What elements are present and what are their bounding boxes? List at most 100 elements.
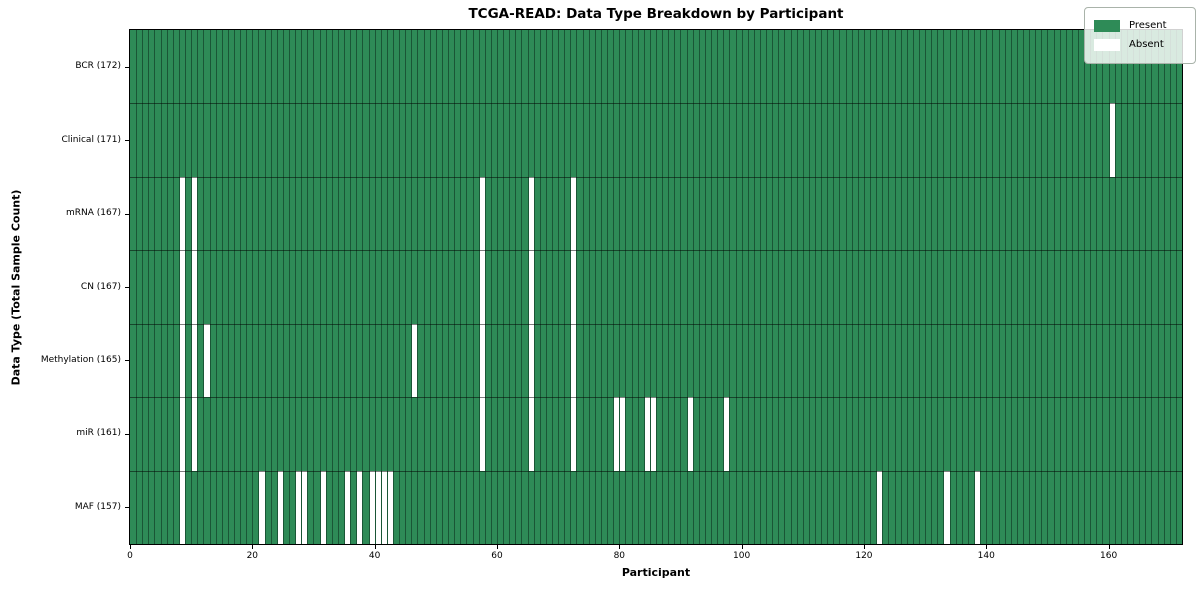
absent-cell <box>387 470 393 544</box>
legend: Present Absent <box>1084 7 1196 64</box>
grid-line-vertical <box>919 30 920 544</box>
absent-cell <box>179 250 186 324</box>
grid-line-vertical <box>1090 30 1092 544</box>
grid-line-vertical <box>221 30 223 544</box>
absent-cell <box>528 397 534 471</box>
grid-line-vertical <box>729 30 731 544</box>
grid-line-vertical <box>1108 30 1110 544</box>
y-tick-label: Clinical (171) <box>61 134 121 145</box>
grid-line-vertical <box>533 30 535 544</box>
legend-label-present: Present <box>1129 19 1167 31</box>
grid-line-vertical <box>759 30 761 544</box>
absent-cell <box>1109 103 1115 177</box>
absent-cell <box>528 176 534 251</box>
grid-line-vertical <box>448 30 450 544</box>
grid-line-vertical <box>1114 30 1116 544</box>
grid-line-vertical <box>166 30 168 544</box>
grid-line-vertical <box>185 30 187 544</box>
grid-line-vertical <box>943 30 945 544</box>
grid-line-vertical <box>362 30 364 544</box>
x-tick-label: 100 <box>733 551 751 561</box>
grid-line-vertical <box>552 30 554 544</box>
y-tick-mark <box>125 66 129 68</box>
grid-line-vertical <box>1041 30 1043 544</box>
absent-cell <box>479 250 485 324</box>
grid-line-vertical <box>839 30 841 544</box>
x-tick-label: 0 <box>127 551 133 561</box>
y-tick-label: mRNA (167) <box>66 208 121 219</box>
grid-line-vertical <box>723 30 725 544</box>
grid-line-vertical <box>240 30 242 544</box>
grid-line-vertical <box>1084 30 1086 544</box>
x-tick-mark <box>496 545 498 549</box>
grid-line-vertical <box>423 30 425 544</box>
grid-line-vertical <box>380 30 382 544</box>
grid-line-vertical <box>631 30 633 544</box>
grid-line-vertical <box>435 30 437 544</box>
absent-cell <box>357 470 363 544</box>
absent-cell <box>877 470 883 544</box>
grid-line-vertical <box>980 30 982 544</box>
grid-line-vertical <box>429 30 431 544</box>
grid-line-vertical <box>496 30 498 544</box>
absent-cell <box>479 176 485 251</box>
grid-line-vertical <box>937 30 939 544</box>
grid-line-vertical <box>325 30 327 544</box>
grid-line-vertical <box>337 30 339 544</box>
grid-line-vertical <box>894 30 896 544</box>
grid-line-vertical <box>319 30 321 544</box>
grid-line-vertical <box>393 30 394 544</box>
grid-line-vertical <box>662 30 664 544</box>
x-tick-label: 80 <box>613 551 626 561</box>
grid-line-vertical <box>454 30 456 544</box>
grid-line-vertical <box>154 30 156 544</box>
grid-line-vertical <box>258 30 260 544</box>
grid-line-vertical <box>490 30 492 544</box>
grid-line-vertical <box>649 30 651 544</box>
grid-line-vertical <box>845 30 847 544</box>
grid-line-vertical <box>1053 30 1055 544</box>
absent-cell <box>277 470 283 544</box>
grid-line-vertical <box>955 30 957 544</box>
grid-line-vertical <box>1047 30 1049 544</box>
grid-line-vertical <box>374 30 376 544</box>
grid-line-horizontal <box>130 250 1182 252</box>
grid-line-vertical <box>227 30 229 544</box>
absent-cell <box>614 397 620 471</box>
grid-line-vertical <box>1004 30 1006 544</box>
y-tick-mark <box>125 287 129 288</box>
x-tick-label: 120 <box>855 551 873 561</box>
chart-title: TCGA-READ: Data Type Breakdown by Partic… <box>468 6 844 22</box>
absent-cell <box>571 397 577 471</box>
grid-line-vertical <box>912 30 914 544</box>
grid-line-vertical <box>1022 30 1024 544</box>
absent-cell <box>944 470 950 544</box>
grid-line-vertical <box>1029 30 1031 544</box>
y-tick-mark <box>125 213 129 215</box>
grid-line-vertical <box>808 30 810 544</box>
grid-line-vertical <box>637 30 639 544</box>
grid-line-vertical <box>466 30 468 544</box>
x-tick-label: 60 <box>491 551 503 561</box>
grid-line-vertical <box>509 30 511 544</box>
grid-line-vertical <box>203 30 205 544</box>
grid-line-vertical <box>576 30 578 544</box>
grid-line-vertical <box>674 30 676 544</box>
grid-line-horizontal <box>130 470 1182 472</box>
absent-cell <box>302 470 308 544</box>
absent-cell <box>375 470 381 544</box>
grid-line-vertical <box>851 30 853 544</box>
y-tick-mark <box>125 433 129 435</box>
x-axis-label: Participant <box>621 566 691 579</box>
present-swatch-icon <box>1094 19 1120 32</box>
grid-line-vertical <box>876 30 878 544</box>
absent-cell <box>687 397 693 471</box>
grid-line-vertical <box>148 30 150 544</box>
absent-cell <box>381 470 387 544</box>
absent-cell <box>179 323 186 398</box>
grid-line-vertical <box>594 30 596 544</box>
grid-line-vertical <box>1065 30 1067 544</box>
grid-line-vertical <box>711 30 713 544</box>
grid-line-vertical <box>692 30 694 544</box>
absent-swatch-icon <box>1094 38 1120 51</box>
